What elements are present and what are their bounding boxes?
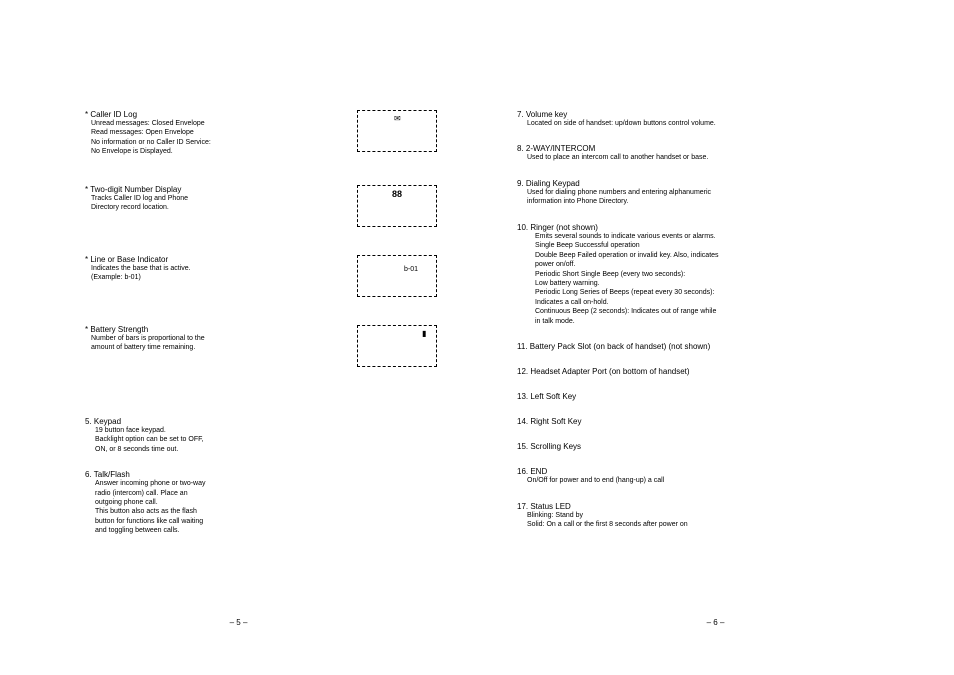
item-15-scrolling: 15. Scrolling Keys: [517, 442, 869, 451]
item-17-status-led: 17. Status LED Blinking: Stand by Solid:…: [517, 502, 869, 530]
item-13-left-soft: 13. Left Soft Key: [517, 392, 869, 401]
item-title: 17. Status LED: [517, 502, 869, 511]
item-title: * Two-digit Number Display: [85, 185, 349, 194]
item-title: 7. Volume key: [517, 110, 869, 119]
item-9-dialing: 9. Dialing Keypad Used for dialing phone…: [517, 179, 869, 207]
ringer-sub-2: Double Beep Failed operation or invalid …: [535, 251, 869, 270]
envelope-icon: ✉: [394, 114, 401, 123]
item-desc: Located on side of handset: up/down butt…: [527, 119, 869, 128]
item-desc: Tracks Caller ID log and Phone Directory…: [91, 194, 349, 213]
item-title: 11. Battery Pack Slot (on back of handse…: [517, 342, 869, 351]
item-title: * Line or Base Indicator: [85, 255, 349, 264]
item-desc: 19 button face keypad. Backlight option …: [95, 426, 437, 454]
item-title: 10. Ringer (not shown): [517, 223, 869, 232]
item-title: * Battery Strength: [85, 325, 349, 334]
item-caller-id-log: * Caller ID Log Unread messages: Closed …: [85, 110, 437, 157]
item-title: 6. Talk/Flash: [85, 470, 437, 479]
page-number-5: – 5 –: [0, 618, 477, 627]
item-desc: Unread messages: Closed Envelope Read me…: [91, 119, 349, 157]
ringer-sub-3: Periodic Short Single Beep (every two se…: [535, 270, 869, 289]
item-title: 13. Left Soft Key: [517, 392, 869, 401]
item-14-right-soft: 14. Right Soft Key: [517, 417, 869, 426]
item-title: 8. 2-WAY/INTERCOM: [517, 144, 869, 153]
item-title: 16. END: [517, 467, 869, 476]
page-number-6: – 6 –: [477, 618, 954, 627]
item-5-keypad: 5. Keypad 19 button face keypad. Backlig…: [85, 417, 437, 454]
digit-88-icon: 88: [392, 189, 402, 199]
item-16-end: 16. END On/Off for power and to end (han…: [517, 467, 869, 485]
item-title: 14. Right Soft Key: [517, 417, 869, 426]
ringer-sub-1: Single Beep Successful operation: [535, 241, 869, 250]
page-6: 7. Volume key Located on side of handset…: [477, 0, 954, 675]
item-desc: On/Off for power and to end (hang-up) a …: [527, 476, 869, 485]
page-container: * Caller ID Log Unread messages: Closed …: [0, 0, 954, 675]
item-battery: * Battery Strength Number of bars is pro…: [85, 325, 437, 367]
item-desc: Indicates the base that is active. (Exam…: [91, 264, 349, 283]
b01-icon: b-01: [404, 266, 418, 273]
item-desc: Emits several sounds to indicate various…: [535, 232, 869, 326]
item-10-ringer: 10. Ringer (not shown) Emits several sou…: [517, 223, 869, 326]
item-6-talk-flash: 6. Talk/Flash Answer incoming phone or t…: [85, 470, 437, 536]
item-title: * Caller ID Log: [85, 110, 349, 119]
battery-icon: ▮: [422, 329, 426, 338]
item-title: 9. Dialing Keypad: [517, 179, 869, 188]
item-desc: Used for dialing phone numbers and enter…: [527, 188, 869, 207]
ringer-sub-4: Periodic Long Series of Beeps (repeat ev…: [535, 288, 869, 307]
item-title: 15. Scrolling Keys: [517, 442, 869, 451]
item-desc: Number of bars is proportional to the am…: [91, 334, 349, 353]
page-5: * Caller ID Log Unread messages: Closed …: [0, 0, 477, 675]
ringer-sub-5: Continuous Beep (2 seconds): Indicates o…: [535, 307, 869, 326]
item-title: 12. Headset Adapter Port (on bottom of h…: [517, 367, 869, 376]
item-8-intercom: 8. 2-WAY/INTERCOM Used to place an inter…: [517, 144, 869, 162]
item-desc: Blinking: Stand by Solid: On a call or t…: [527, 511, 869, 530]
item-desc: Answer incoming phone or two-way radio (…: [95, 479, 437, 536]
item-line-base: * Line or Base Indicator Indicates the b…: [85, 255, 437, 297]
item-7-volume: 7. Volume key Located on side of handset…: [517, 110, 869, 128]
display-box-envelope: ✉: [357, 110, 437, 152]
display-box-b01: b-01: [357, 255, 437, 297]
item-12-headset: 12. Headset Adapter Port (on bottom of h…: [517, 367, 869, 376]
item-desc: Used to place an intercom call to anothe…: [527, 153, 869, 162]
item-two-digit: * Two-digit Number Display Tracks Caller…: [85, 185, 437, 227]
ringer-sub-0: Emits several sounds to indicate various…: [535, 232, 869, 241]
display-box-88: 88: [357, 185, 437, 227]
display-box-battery: ▮: [357, 325, 437, 367]
item-11-battery-slot: 11. Battery Pack Slot (on back of handse…: [517, 342, 869, 351]
item-title: 5. Keypad: [85, 417, 437, 426]
